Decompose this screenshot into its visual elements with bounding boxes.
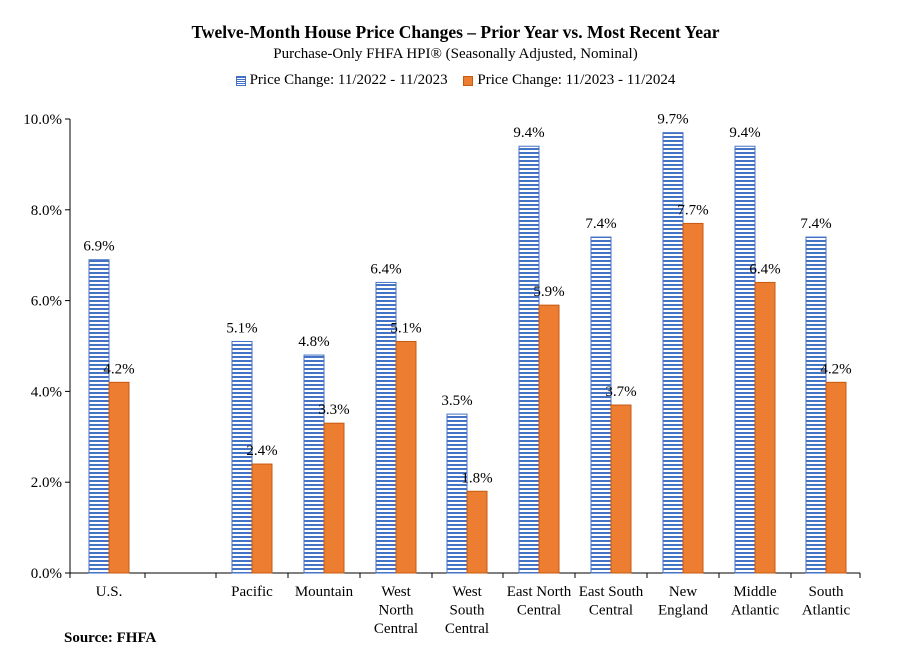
x-tick-label-line: Central — [589, 603, 633, 619]
data-label-prior-year: 6.9% — [83, 239, 114, 255]
y-tick-label: 10.0% — [23, 112, 62, 128]
bar-recent-year — [108, 381, 130, 574]
bar-recent-year — [466, 490, 488, 574]
bar-recent-year — [825, 381, 847, 574]
legend-item-prior-year: Price Change: 11/2022 - 11/2023 — [235, 72, 448, 89]
data-label-prior-year: 7.4% — [585, 216, 616, 232]
x-tick-label-line: Mountain — [295, 584, 354, 600]
x-tick-label-line: West — [381, 584, 411, 600]
source-note: Source: FHFA — [64, 630, 157, 646]
x-tick-label-line: Central — [517, 603, 561, 619]
y-tick-label: 8.0% — [31, 203, 62, 219]
bar-prior-year — [805, 236, 827, 574]
data-label-recent-year: 3.3% — [318, 402, 349, 418]
x-tick-label-line: Pacific — [231, 584, 273, 600]
x-tick-label-line: New — [669, 584, 697, 600]
bar-recent-year — [538, 304, 560, 574]
bar-prior-year — [734, 145, 756, 574]
data-label-prior-year: 3.5% — [441, 393, 472, 409]
data-label-recent-year: 3.7% — [605, 384, 636, 400]
data-label-prior-year: 7.4% — [800, 216, 831, 232]
chart-subtitle: Purchase-Only FHFA HPI® (Seasonally Adju… — [273, 46, 638, 62]
data-label-recent-year: 5.1% — [390, 320, 421, 336]
bar-recent-year — [395, 340, 417, 574]
bar-prior-year — [590, 236, 612, 574]
data-label-recent-year: 5.9% — [533, 284, 564, 300]
x-tick-label-line: East South — [579, 584, 644, 600]
data-label-recent-year: 4.2% — [103, 361, 134, 377]
chart-bars — [88, 132, 847, 574]
x-tick-label-line: U.S. — [96, 584, 123, 600]
x-tick-label: Mountain — [295, 584, 354, 600]
legend-swatch-prior-year — [235, 75, 246, 86]
data-label-prior-year: 9.4% — [513, 125, 544, 141]
data-label-recent-year: 4.2% — [820, 361, 851, 377]
bar-prior-year — [662, 132, 684, 574]
bar-prior-year — [518, 145, 540, 574]
x-tick-label-line: South — [808, 584, 844, 600]
legend-label-prior-year: Price Change: 11/2022 - 11/2023 — [249, 72, 448, 88]
bar-prior-year — [88, 259, 110, 574]
x-tick-label: Pacific — [231, 584, 273, 600]
legend-label-recent-year: Price Change: 11/2023 - 11/2024 — [477, 72, 676, 88]
x-tick-label-line: England — [658, 603, 708, 619]
y-tick-label: 0.0% — [31, 566, 62, 582]
x-tick-label: U.S. — [96, 584, 123, 600]
bar-prior-year — [446, 413, 468, 574]
x-tick-label: Middle Atlantic — [731, 584, 780, 619]
data-label-recent-year: 2.4% — [246, 443, 277, 459]
bar-recent-year — [251, 463, 273, 574]
chart-labels: 6.9% 4.2% U.S. 5.1% 2.4% Pacific 4.8% 3.3% Mount… — [83, 112, 851, 637]
y-tick-label: 6.0% — [31, 294, 62, 310]
x-tick-label-line: Central — [445, 621, 489, 637]
bar-prior-year — [231, 340, 253, 574]
x-tick-label: New England — [658, 584, 708, 619]
x-tick-label-line: Central — [374, 621, 418, 637]
x-tick-label-line: Middle — [733, 584, 777, 600]
chart-title: Twelve-Month House Price Changes – Prior… — [191, 22, 720, 42]
data-label-prior-year: 4.8% — [298, 334, 329, 350]
legend-swatch-recent-year — [463, 75, 474, 86]
data-label-prior-year: 6.4% — [370, 261, 401, 277]
x-tick-label-line: Atlantic — [802, 603, 851, 619]
data-label-recent-year: 6.4% — [749, 261, 780, 277]
bar-recent-year — [754, 281, 776, 574]
x-tick-label-line: Atlantic — [731, 603, 780, 619]
bar-recent-year — [323, 422, 345, 574]
x-tick-label-line: East North — [507, 584, 572, 600]
x-tick-label: West North Central — [374, 584, 418, 637]
x-tick-label: East South Central — [579, 584, 644, 619]
x-tick-label: West South Central — [445, 584, 489, 637]
data-label-prior-year: 9.7% — [657, 112, 688, 128]
data-label-prior-year: 9.4% — [729, 125, 760, 141]
x-tick-label-line: South — [449, 603, 485, 619]
x-tick-label-line: North — [379, 603, 414, 619]
x-tick-label: East North Central — [507, 584, 572, 619]
x-tick-label-line: West — [452, 584, 482, 600]
legend-item-recent-year: Price Change: 11/2023 - 11/2024 — [463, 72, 675, 89]
chart-axes: 0.0% 2.0% 4.0% 6.0% 8.0% 10.0% — [23, 112, 861, 582]
y-tick-label: 4.0% — [31, 384, 62, 400]
data-label-prior-year: 5.1% — [226, 320, 257, 336]
bar-recent-year — [610, 404, 632, 574]
x-tick-label: South Atlantic — [802, 584, 851, 619]
data-label-recent-year: 1.8% — [461, 470, 492, 486]
y-tick-label: 2.0% — [31, 475, 62, 491]
data-label-recent-year: 7.7% — [677, 202, 708, 218]
bar-prior-year — [303, 354, 325, 574]
bar-recent-year — [682, 222, 704, 574]
chart-legend: Price Change: 11/2022 - 11/2023 Price Ch… — [0, 72, 911, 91]
